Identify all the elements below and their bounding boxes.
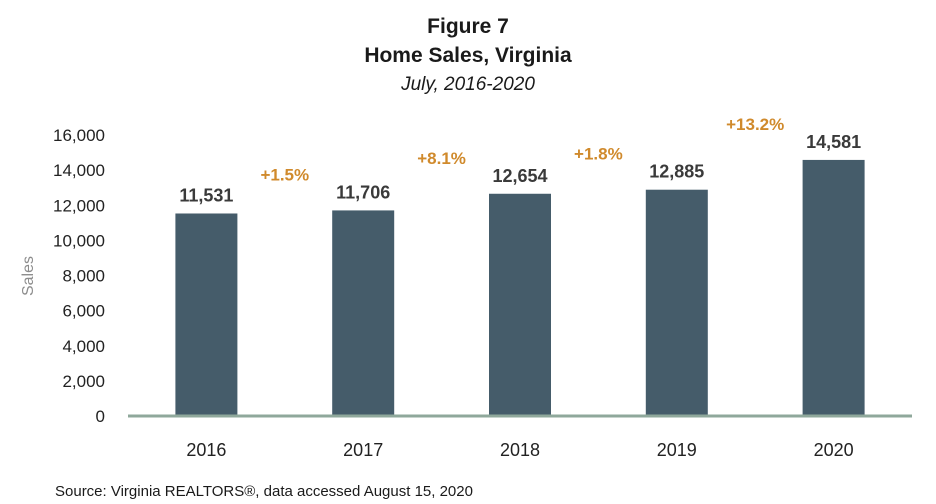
data-labels: 11,531 11,706 12,654 12,885 14,581 (179, 132, 861, 206)
bar (489, 193, 551, 416)
chart-title: Figure 7 (427, 15, 509, 38)
y-tick-label: 10,000 (53, 231, 105, 250)
y-tick-label: 2,000 (62, 372, 105, 391)
y-tick-label: 12,000 (53, 196, 105, 215)
bar (645, 189, 708, 416)
y-tick-label: 8,000 (62, 267, 105, 286)
bar-value-label: 12,654 (492, 166, 547, 186)
bars (175, 159, 865, 416)
y-axis-ticks: 0 2,000 4,000 6,000 8,000 10,000 12,000 14,000 1… (53, 126, 105, 426)
y-axis-label: Sales (20, 256, 37, 296)
change-label: +1.5% (260, 165, 309, 184)
bar (332, 210, 395, 416)
bar-value-label: 12,885 (649, 162, 704, 182)
y-tick-label: 14,000 (53, 161, 105, 180)
x-tick-label: 2019 (657, 440, 697, 460)
bar-value-label: 11,531 (179, 185, 233, 205)
source-note: Source: Virginia REALTORS®, data accesse… (55, 483, 473, 500)
change-label: +1.8% (574, 145, 623, 164)
bar (175, 213, 238, 416)
y-tick-label: 4,000 (62, 337, 105, 356)
x-tick-label: 2018 (500, 440, 540, 460)
x-tick-label: 2017 (343, 440, 383, 460)
change-label: +8.1% (417, 149, 466, 168)
change-label: +13.2% (726, 115, 784, 134)
chart-date-range: July, 2016-2020 (400, 74, 535, 95)
bar-value-label: 14,581 (806, 132, 861, 152)
x-axis-ticks: 2016 2017 2018 2019 2020 (186, 440, 853, 460)
chart-subtitle: Home Sales, Virginia (364, 44, 572, 67)
x-tick-label: 2016 (186, 440, 226, 460)
bar-value-label: 11,706 (336, 182, 390, 202)
x-tick-label: 2020 (814, 440, 854, 460)
y-tick-label: 16,000 (53, 126, 105, 145)
bar (802, 159, 865, 416)
change-labels: +1.5% +8.1% +1.8% +13.2% (260, 115, 784, 184)
y-tick-label: 0 (96, 407, 105, 426)
y-tick-label: 6,000 (62, 302, 105, 321)
